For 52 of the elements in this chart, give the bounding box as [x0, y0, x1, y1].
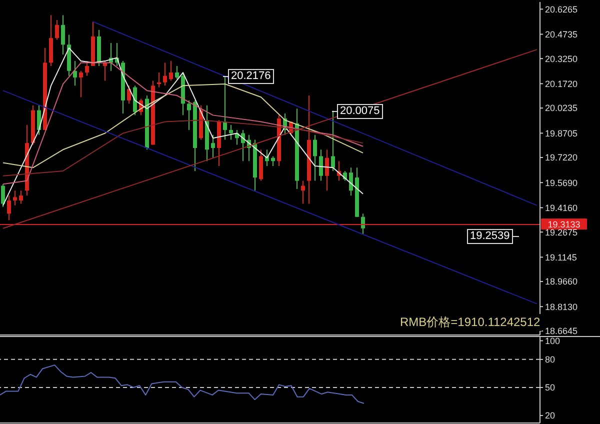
candlestick: [313, 134, 317, 182]
annotation: 20.0075: [337, 104, 383, 119]
annotation: 20.2176: [228, 69, 274, 84]
candlestick: [61, 14, 65, 55]
y-tick-label: 20.3250: [545, 54, 578, 64]
candlestick: [73, 60, 77, 86]
annotation: 19.2539: [467, 229, 513, 244]
y-tick-label: 20.0235: [545, 103, 578, 114]
candlestick: [229, 124, 233, 140]
y-tick-label: 19.1145: [545, 252, 577, 262]
candlestick: [1, 184, 5, 208]
y-tick-label: 18.9660: [545, 276, 578, 287]
candlestick: [175, 65, 179, 80]
candlestick: [211, 134, 215, 158]
candlestick: [7, 195, 11, 221]
candlestick: [259, 149, 263, 182]
y-tick-label: 19.5690: [545, 178, 578, 188]
candlestick: [13, 190, 17, 206]
candlestick: [169, 60, 173, 82]
y-tick-label: 19.2675: [545, 227, 578, 238]
y-tick-label: 100: [545, 336, 560, 346]
y-tick-label: 20.1720: [545, 78, 578, 89]
candlestick: [103, 60, 107, 82]
candlestick: [163, 62, 167, 86]
y-tick-label: 19.8705: [545, 128, 578, 138]
candlestick: [37, 104, 41, 136]
annotation: RMB价格=1910.11242512: [398, 314, 542, 331]
candlestick: [271, 156, 275, 167]
y-tick-label: 19.4160: [545, 202, 578, 213]
y-tick-label: 20: [545, 410, 556, 421]
y-tick-label: 19.7220: [545, 152, 578, 163]
candlestick: [319, 149, 323, 182]
candlestick: [127, 85, 131, 104]
candlestick: [361, 213, 365, 235]
line-series: [0, 364, 365, 404]
ref-line-label: 19.3133: [548, 220, 580, 230]
candlestick: [301, 180, 305, 204]
y-tick-label: 18.8130: [545, 302, 578, 312]
y-tick-label: 18.6645: [545, 326, 578, 336]
candlestick: [79, 70, 83, 98]
y-tick-label: 20.6265: [545, 4, 578, 14]
candlestick: [349, 167, 353, 196]
y-tick-label: 80: [545, 354, 556, 365]
candlestick: [19, 190, 23, 204]
candlestick: [157, 72, 161, 88]
candlestick: [85, 60, 89, 76]
candlestick: [325, 149, 329, 192]
line-series: [2, 120, 364, 176]
y-tick-label: 50: [545, 382, 556, 393]
candlestick: [187, 100, 191, 130]
y-tick-label: 20.4735: [545, 29, 578, 40]
candlestick: [55, 20, 59, 40]
